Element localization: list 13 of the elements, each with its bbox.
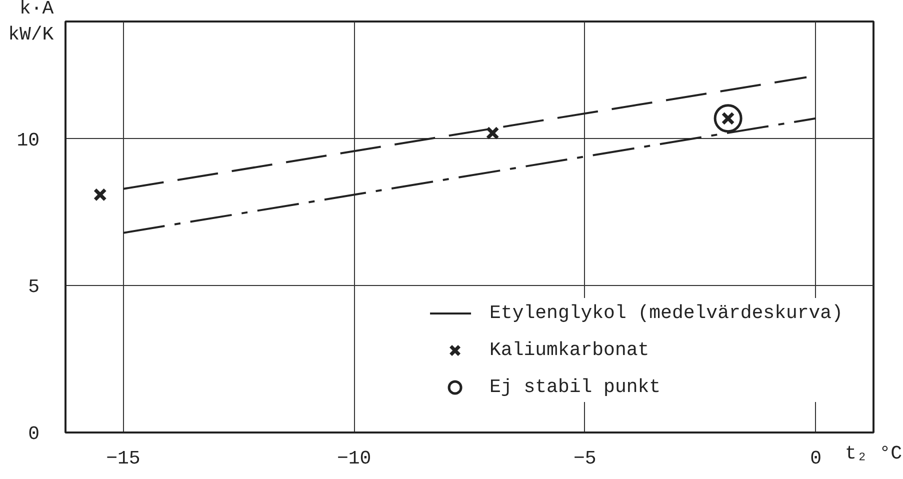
- y-tick-label: 5: [28, 276, 40, 298]
- point: [486, 126, 500, 140]
- x-tick-label: −5: [574, 448, 596, 470]
- x-axis-title: t₂ °C: [844, 442, 902, 464]
- x-tick-label: −10: [336, 448, 372, 470]
- y-tick-label: 10: [16, 129, 40, 152]
- x-tick-label: −15: [106, 448, 140, 470]
- x-tick-label: 0: [810, 448, 822, 470]
- point: [93, 188, 107, 202]
- y-tick-label: 0: [28, 423, 40, 445]
- legend-label: Etylenglykol (medelvärdeskurva): [490, 302, 843, 324]
- legend-label: Ej stabil punkt: [490, 376, 661, 398]
- legend-label: Kaliumkarbonat: [490, 339, 650, 361]
